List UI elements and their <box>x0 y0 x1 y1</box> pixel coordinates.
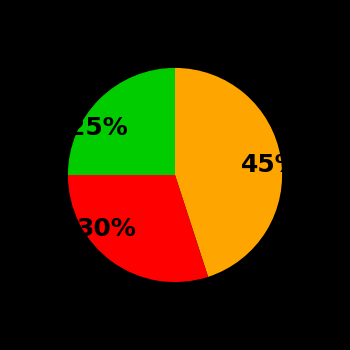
Text: 30%: 30% <box>76 217 136 241</box>
Text: 25%: 25% <box>68 116 128 140</box>
Wedge shape <box>175 68 282 277</box>
Wedge shape <box>68 175 208 282</box>
Text: 45%: 45% <box>240 153 300 177</box>
Wedge shape <box>68 68 175 175</box>
